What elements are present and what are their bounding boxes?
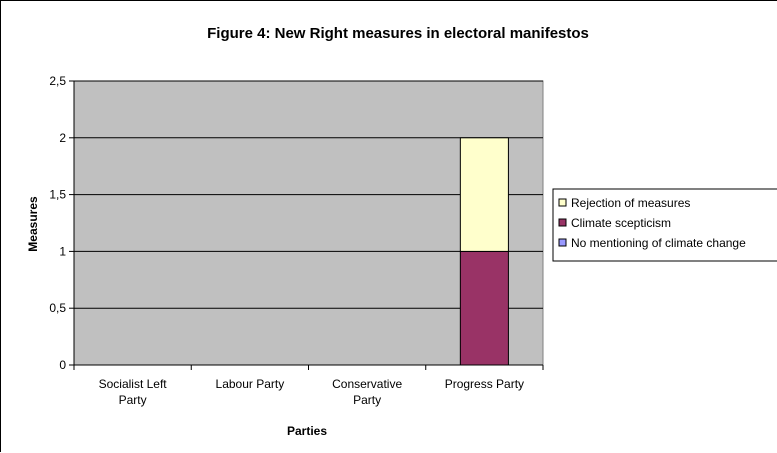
x-axis-title: Parties xyxy=(287,424,327,438)
y-tick-label: 1 xyxy=(59,244,66,258)
x-tick-label: Socialist Left Party xyxy=(99,377,168,407)
legend-box xyxy=(552,188,777,262)
bar-segment xyxy=(459,137,509,252)
y-tick-label: 0,5 xyxy=(49,301,66,315)
x-tick-label: Labour Party xyxy=(216,377,285,391)
y-axis-title: Measures xyxy=(26,196,40,252)
legend-label: Rejection of measures xyxy=(571,196,690,210)
legend-label: No mentioning of climate change xyxy=(571,236,746,250)
x-axis-ticks: Socialist Left Party Labour Party Conservat… xyxy=(73,365,544,407)
x-tick-label: Progress Party xyxy=(445,377,524,391)
y-tick-label: 0 xyxy=(59,358,66,372)
x-tick-label: Conservative Party xyxy=(332,377,402,407)
y-tick-label: 2,5 xyxy=(49,74,66,88)
y-tick-label: 1,5 xyxy=(49,188,66,202)
legend-swatch xyxy=(558,218,567,227)
legend-label: Climate scepticism xyxy=(571,216,671,230)
y-tick-label: 2 xyxy=(59,131,66,145)
legend-swatch xyxy=(558,198,567,207)
legend: Rejection of measures Climate scepticism N… xyxy=(552,188,777,262)
chart-title: Figure 4: New Right measures in electora… xyxy=(207,25,589,42)
bar-segment xyxy=(459,250,509,366)
legend-swatch xyxy=(558,238,567,247)
bars xyxy=(459,137,509,366)
y-axis-ticks: 0 0,5 1 1,5 2 2,5 xyxy=(49,74,74,372)
